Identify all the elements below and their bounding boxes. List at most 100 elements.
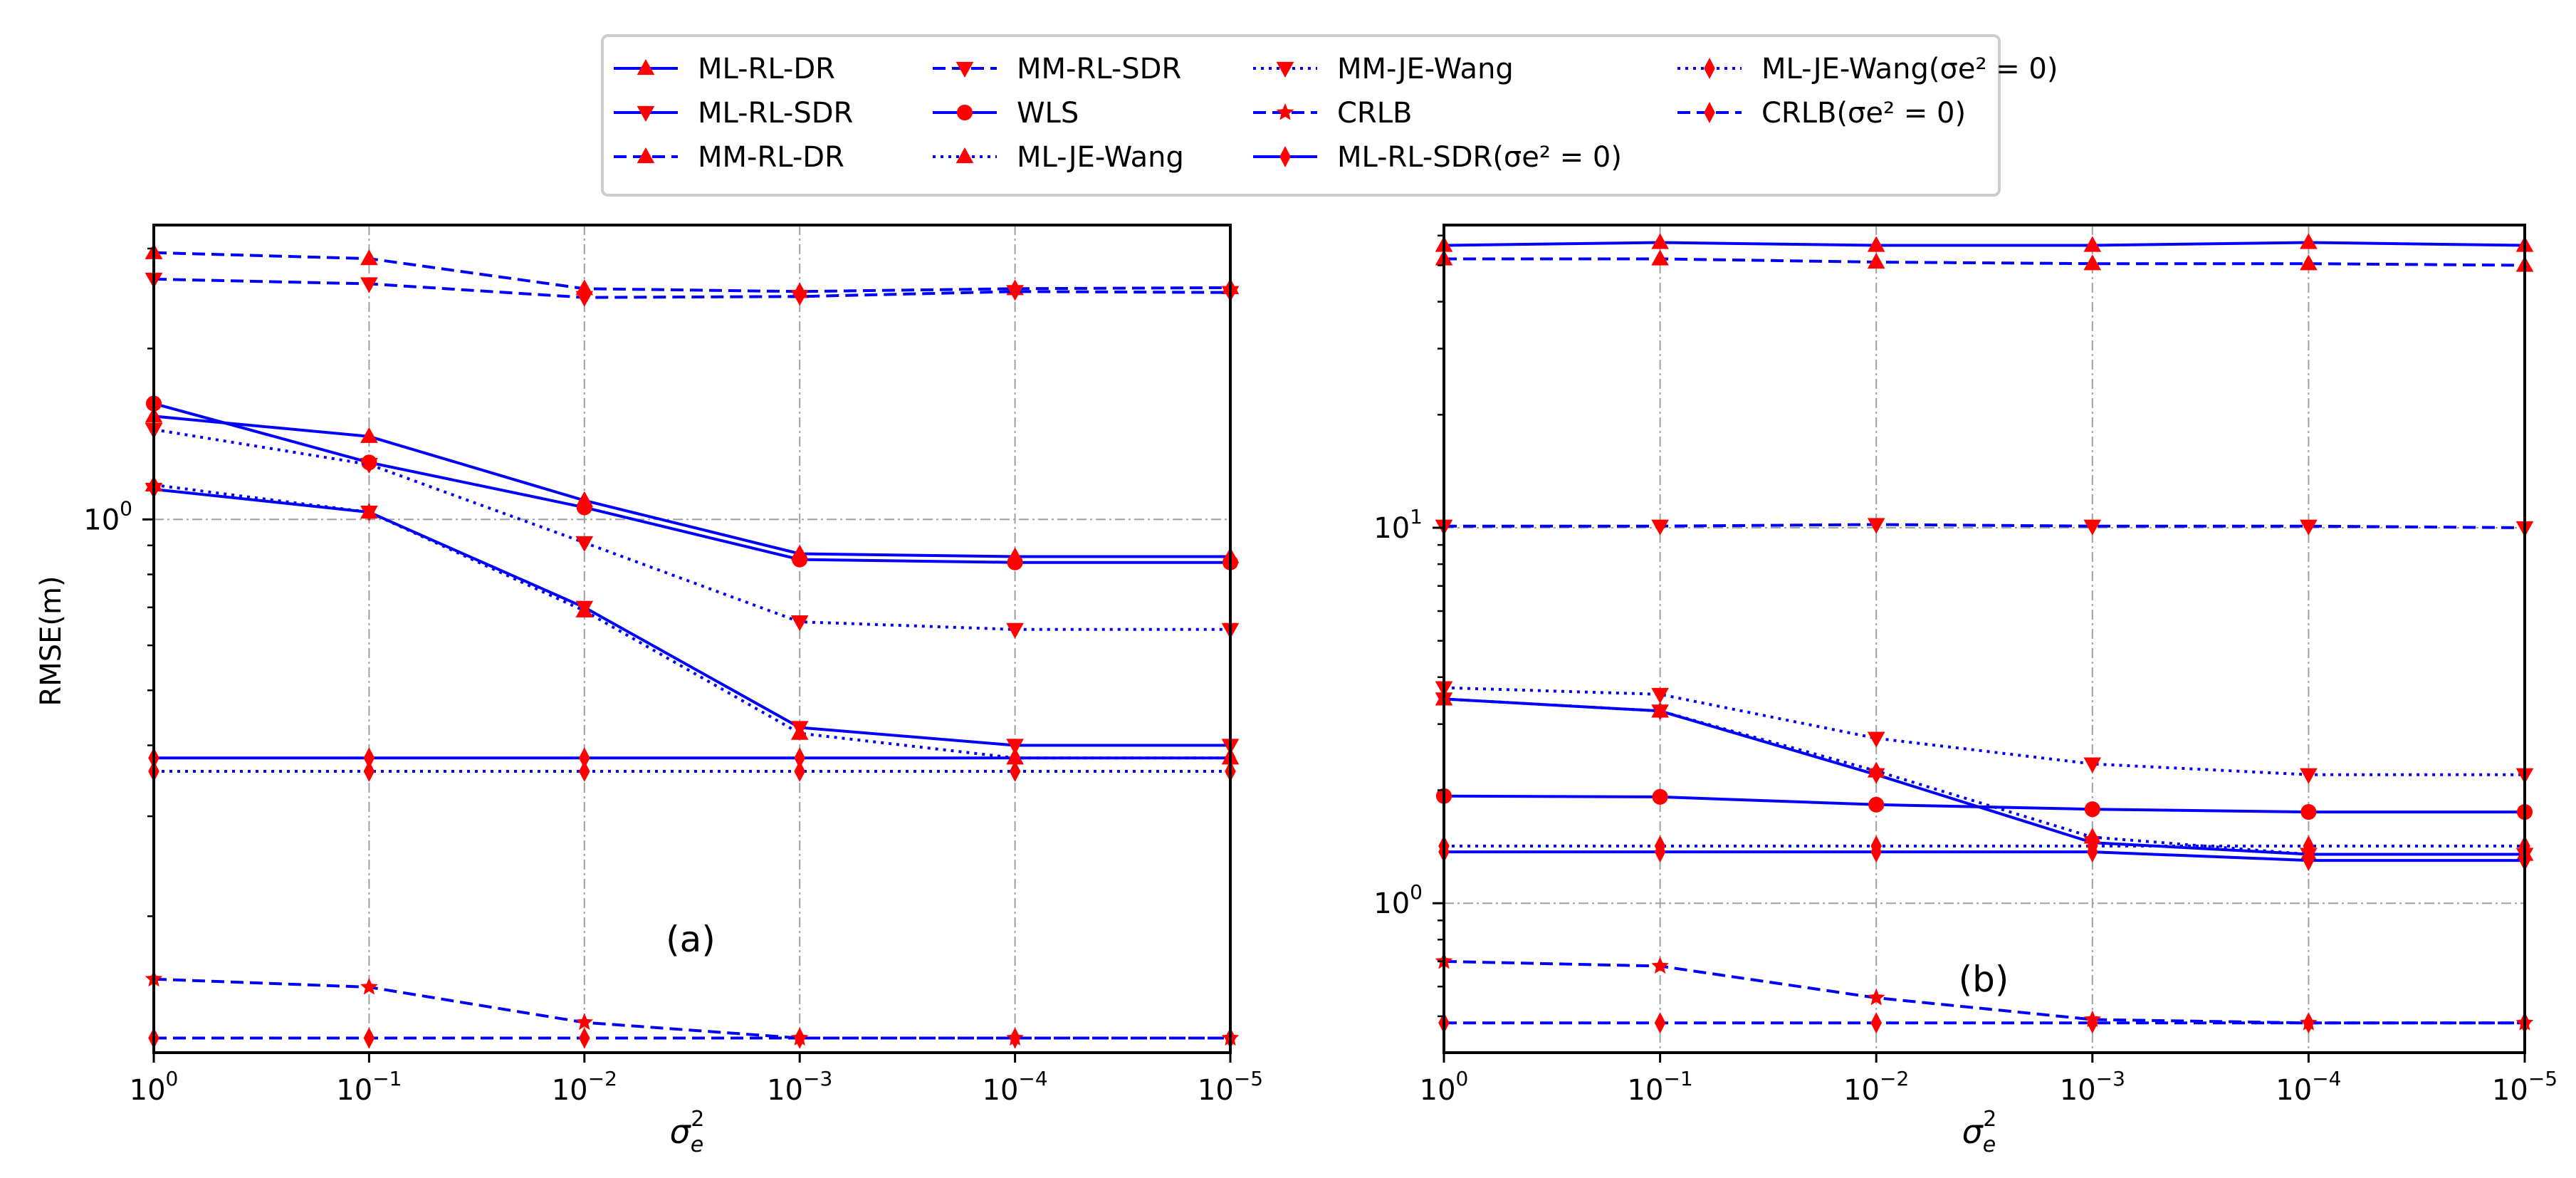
legend-frame [601,34,2001,197]
x-tick-label: 10−5 [2492,1067,2557,1107]
grid-b [1444,225,2525,1053]
legend-swatch-marker [955,147,974,164]
series-line [153,277,1231,299]
data-point [1867,761,1885,778]
data-point [2087,1012,2098,1034]
data-point [2300,768,2318,784]
data-point [2083,254,2102,271]
x-tick-label: 10−5 [1198,1067,1263,1107]
data-point [1007,554,1023,570]
series-crlb-e-0 [148,1027,1236,1049]
x-tick-label: 10−3 [2060,1067,2125,1107]
series-line [153,251,1231,293]
data-point [2084,801,2100,818]
data-point [575,536,594,552]
legend-swatch-marker [956,104,973,121]
y-tick-label-base: 10 [83,504,120,536]
legend-entry-mm-je-wang: MM-JE-Wang [1253,53,1514,85]
legend: ML-RL-DR ML-RL-SDR MM-RL-DR MM-RL-SDR WLS ML-… [601,34,2058,197]
x-tick-label-base: 10 [2492,1074,2528,1107]
legend-swatch-marker [637,105,655,122]
x-tick-label: 10−2 [1843,1067,1909,1107]
series-line [1443,241,2525,247]
data-point [1870,1012,1882,1034]
legend-swatch-marker [1704,58,1715,79]
x-tick-label-base: 10 [1843,1074,1880,1107]
data-point [1651,702,1669,718]
series-line [153,977,1230,1040]
x-axis-label-sub: e [691,1132,703,1157]
legend-entry-ml-rl-sdr: ML-RL-SDR [614,97,853,130]
legend-swatch-marker [1276,103,1294,120]
data-point [1006,285,1024,301]
legend-label: ML-RL-DR [698,53,835,85]
y-tick-label-exp: 1 [1410,505,1423,528]
data-point [2300,233,2318,249]
x-tick-label-exp: −2 [588,1067,617,1090]
x-tick-label-base: 10 [1628,1074,1664,1107]
legend-label: ML-RL-SDR [698,97,853,130]
data-point [1868,796,1885,813]
legend-swatch-marker [1276,61,1294,78]
data-point [2300,254,2318,271]
series-line [1443,794,2525,814]
legend-label: WLS [1017,97,1079,130]
data-point [576,499,592,516]
data-point [790,615,809,632]
data-point [2303,850,2315,872]
x-axis-label-b: σe2 [1962,1107,1997,1157]
legend-label: MM-JE-Wang [1337,53,1514,85]
data-point [794,761,805,782]
grid-a [154,225,1230,1053]
x-tick-label: 100 [130,1067,179,1107]
y-tick-label: 100 [1373,880,1423,920]
legend-swatch-marker [955,61,974,78]
legend-label: CRLB(σe² = 0) [1761,97,1966,130]
data-point [1009,747,1021,769]
x-axis-label-a: σe2 [670,1107,705,1157]
legend-swatch-marker [637,147,655,164]
data-point [2083,757,2102,773]
data-point [2303,1012,2315,1034]
data-point [1654,1012,1666,1034]
panel-label-a: (a) [666,919,716,960]
data-point [794,1027,805,1049]
x-tick-label-exp: −2 [1880,1067,1909,1090]
x-tick-label-base: 10 [336,1074,372,1107]
x-tick-label-exp: −1 [372,1067,402,1090]
series-layer-a [145,243,1240,1049]
series-line [153,402,1230,564]
legend-entry-mm-rl-dr: MM-RL-DR [614,141,844,174]
x-tick-label-exp: −4 [1018,1067,1047,1090]
data-point [1651,233,1669,249]
x-tick-label-exp: −3 [2096,1067,2125,1090]
data-point [1867,252,1885,269]
data-point [2087,835,2098,857]
data-point [2083,519,2102,536]
legend-swatch-marker [637,59,655,75]
data-point [1009,761,1021,782]
data-point [1651,687,1669,704]
legend-label: ML-RL-SDR(σe² = 0) [1337,141,1622,174]
series-line [1443,686,2525,776]
data-point [579,761,590,782]
data-point [575,1013,594,1031]
x-tick-label-base: 10 [2060,1074,2096,1107]
x-tick-label: 10−1 [1628,1067,1693,1107]
data-point [579,1027,590,1049]
x-tick-label: 10−4 [2276,1067,2341,1107]
x-tick-label-exp: −5 [2528,1067,2557,1090]
x-tick-label-exp: −4 [2312,1067,2341,1090]
x-tick-label-exp: 0 [1456,1067,1469,1090]
data-point [1651,519,1669,536]
x-tick-label-base: 10 [983,1074,1019,1107]
x-tick-label-exp: 0 [166,1067,179,1090]
legend-label: ML-JE-Wang(σe² = 0) [1761,53,2058,85]
data-point [2300,804,2317,820]
legend-entry-ml-je-wang-e-0: ML-JE-Wang(σe² = 0) [1677,53,2058,85]
